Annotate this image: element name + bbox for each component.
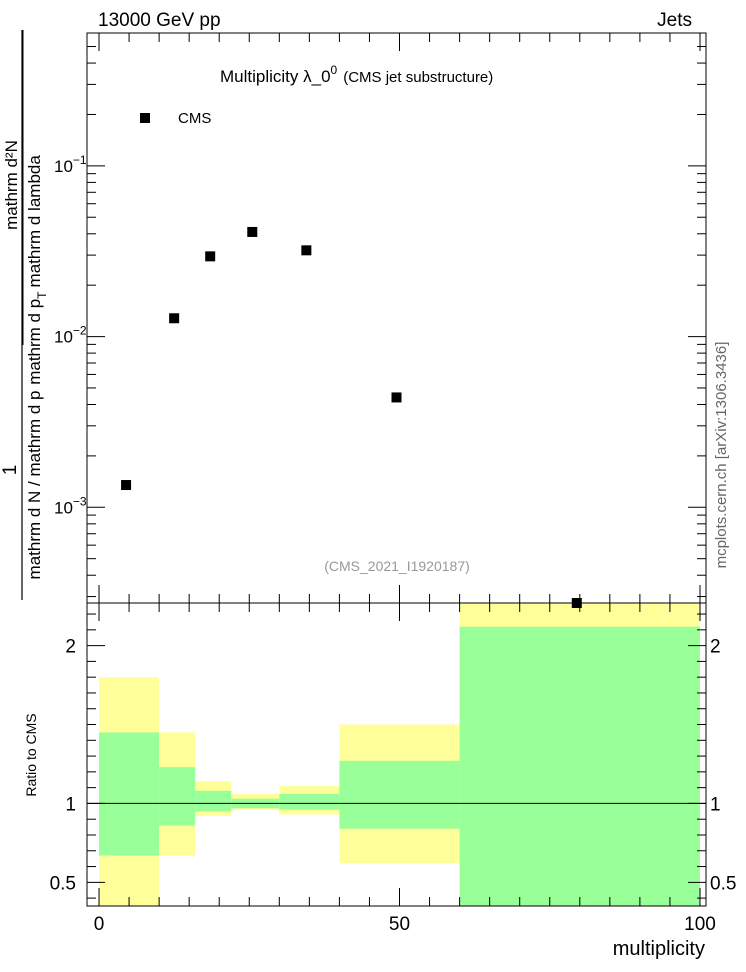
ratio-band-green-1 [159,767,196,826]
side-label: mcplots.cern.ch [arXiv:1306.3436] [713,342,730,569]
main-y-tick-labels: 10−1 10−2 10−3 [54,153,87,517]
header-right-label: Jets [657,10,692,31]
y-label-inner-denominator-tail: mathrm d lambda [25,155,44,288]
main-y-tick-label: 10−2 [54,324,87,347]
data-point-1 [169,313,180,324]
data-point-4 [301,245,312,256]
ratio-band-green-2 [195,790,232,812]
main-y-ticks [87,46,706,598]
y-label-numerator: 1 [0,465,21,476]
data-markers [121,226,582,608]
data-point-2 [205,251,216,262]
y-label-inner-denominator-main: mathrm d p [25,299,44,385]
data-point-0 [121,480,132,491]
ratio-band-green-4 [279,793,340,810]
legend-label: CMS [178,110,211,127]
ratio-y-axis-label: Ratio to CMS [23,713,39,796]
y-label-inner-denominator-sub: T [35,291,49,299]
data-point-6 [571,598,582,608]
ratio-y-tick-label-right: 0.5 [710,873,736,894]
ratio-bands [99,603,700,906]
ratio-band-green-6 [459,626,700,906]
ratio-y-tick-label-right: 2 [710,637,721,658]
header-left-label: 13000 GeV pp [98,10,221,31]
main-y-tick-label: 10−3 [54,494,87,517]
ratio-y-tick-label-left: 2 [65,637,76,658]
chart-title-main: Multiplicity λ_0 [220,67,331,86]
y-label-denominator: mathrm d N / mathrm d p [25,391,44,580]
x-axis-label: multiplicity [613,938,705,960]
chart-title-sub: (CMS jet substructure) [343,69,493,86]
ratio-y-tick-label-right: 1 [710,794,721,815]
watermark: (CMS_2021_I1920187) [324,558,470,574]
chart-title: Multiplicity λ_00 (CMS jet substructure) [220,63,493,86]
x-tick-label: 100 [684,914,716,935]
main-y-axis-label: 1 mathrm d N / mathrm d p mathrm d²N mat… [0,30,49,600]
data-point-3 [247,226,258,237]
y-label-inner-numerator: mathrm d²N [2,140,21,230]
x-tick-label: 0 [94,914,105,935]
ratio-y-ticks: 0.5 0.5 1 1 2 2 [50,613,736,899]
ratio-y-tick-label-left: 0.5 [50,873,76,894]
main-y-tick-label: 10−1 [54,153,87,176]
x-tick-label: 50 [389,914,410,935]
data-point-5 [391,392,402,403]
x-ticks: 0 50 100 [94,33,716,935]
ratio-y-tick-label-left: 1 [65,794,76,815]
ratio-band-green-0 [99,732,160,856]
chart-title-sup: 0 [331,63,338,77]
ratio-band-green-5 [339,760,460,829]
legend-marker [140,113,150,123]
y-label-inner-denominator: mathrm d pTmathrm d lambda [25,155,49,385]
ratio-plot-frame [86,602,707,907]
